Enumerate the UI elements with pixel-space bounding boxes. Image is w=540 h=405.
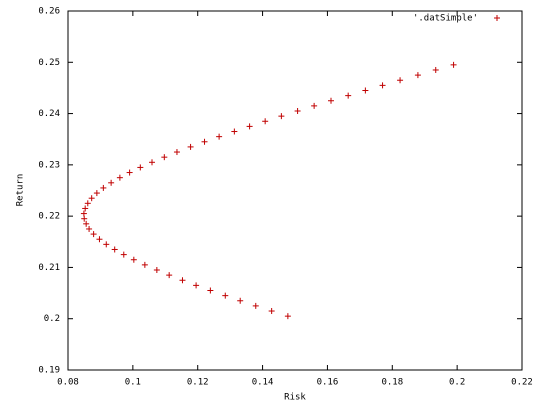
- data-point: [80, 210, 87, 217]
- data-point: [362, 87, 369, 94]
- data-point: [201, 138, 208, 145]
- data-point: [153, 266, 160, 273]
- data-point: [187, 143, 194, 150]
- y-tick-label: 0.25: [38, 58, 60, 68]
- data-point: [84, 200, 91, 207]
- x-tick-label: 0.16: [317, 378, 339, 388]
- data-point: [93, 190, 100, 197]
- data-point: [237, 297, 244, 304]
- data-point: [108, 179, 115, 186]
- x-axis-label: Risk: [284, 393, 306, 403]
- data-point: [166, 272, 173, 279]
- y-axis-label: Return: [16, 174, 26, 207]
- data-point: [252, 302, 259, 309]
- data-point: [268, 308, 275, 315]
- legend-marker: [494, 15, 500, 21]
- data-point: [278, 113, 285, 120]
- x-tick-label: 0.1: [125, 378, 141, 388]
- y-tick-label: 0.24: [38, 109, 60, 119]
- data-point: [379, 82, 386, 89]
- data-point: [137, 164, 144, 171]
- data-point: [90, 231, 97, 238]
- data-point: [81, 215, 88, 222]
- y-tick-label: 0.21: [38, 263, 60, 273]
- data-point: [103, 241, 110, 248]
- data-point: [294, 108, 301, 115]
- x-tick-label: 0.22: [511, 378, 533, 388]
- data-point: [86, 225, 93, 232]
- y-tick-label: 0.2: [44, 314, 60, 324]
- data-point: [231, 128, 238, 135]
- data-point: [111, 246, 118, 253]
- data-point: [83, 220, 90, 227]
- data-point: [207, 287, 214, 294]
- data-point: [311, 102, 318, 109]
- y-tick-label: 0.19: [38, 366, 60, 376]
- data-point: [126, 169, 133, 176]
- x-tick-label: 0.08: [57, 378, 79, 388]
- y-tick-label: 0.23: [38, 160, 60, 170]
- data-point: [193, 282, 200, 289]
- x-tick-label: 0.12: [187, 378, 209, 388]
- data-point: [179, 277, 186, 284]
- data-point: [414, 72, 421, 79]
- y-tick-label: 0.26: [38, 7, 60, 17]
- data-point: [161, 154, 168, 161]
- x-tick-label: 0.2: [449, 378, 465, 388]
- data-point: [141, 261, 148, 268]
- data-point: [246, 123, 253, 130]
- data-point: [216, 133, 223, 140]
- x-tick-label: 0.18: [381, 378, 403, 388]
- data-point: [222, 292, 229, 299]
- data-point: [432, 66, 439, 73]
- data-point: [116, 174, 123, 181]
- legend-label: '.datSimple': [413, 14, 478, 24]
- data-point: [397, 77, 404, 84]
- data-point: [284, 313, 291, 320]
- data-point: [450, 61, 457, 68]
- data-point: [262, 118, 269, 125]
- y-tick-label: 0.22: [38, 212, 60, 222]
- data-point: [130, 256, 137, 263]
- data-point: [100, 184, 107, 191]
- data-point: [96, 236, 103, 243]
- data-point: [345, 92, 352, 99]
- data-point: [327, 97, 334, 104]
- x-tick-label: 0.14: [252, 378, 274, 388]
- data-point: [88, 195, 95, 202]
- data-point: [148, 159, 155, 166]
- data-point: [173, 149, 180, 156]
- plot-frame: [67, 10, 523, 371]
- data-point: [120, 251, 127, 258]
- data-point: [82, 205, 89, 212]
